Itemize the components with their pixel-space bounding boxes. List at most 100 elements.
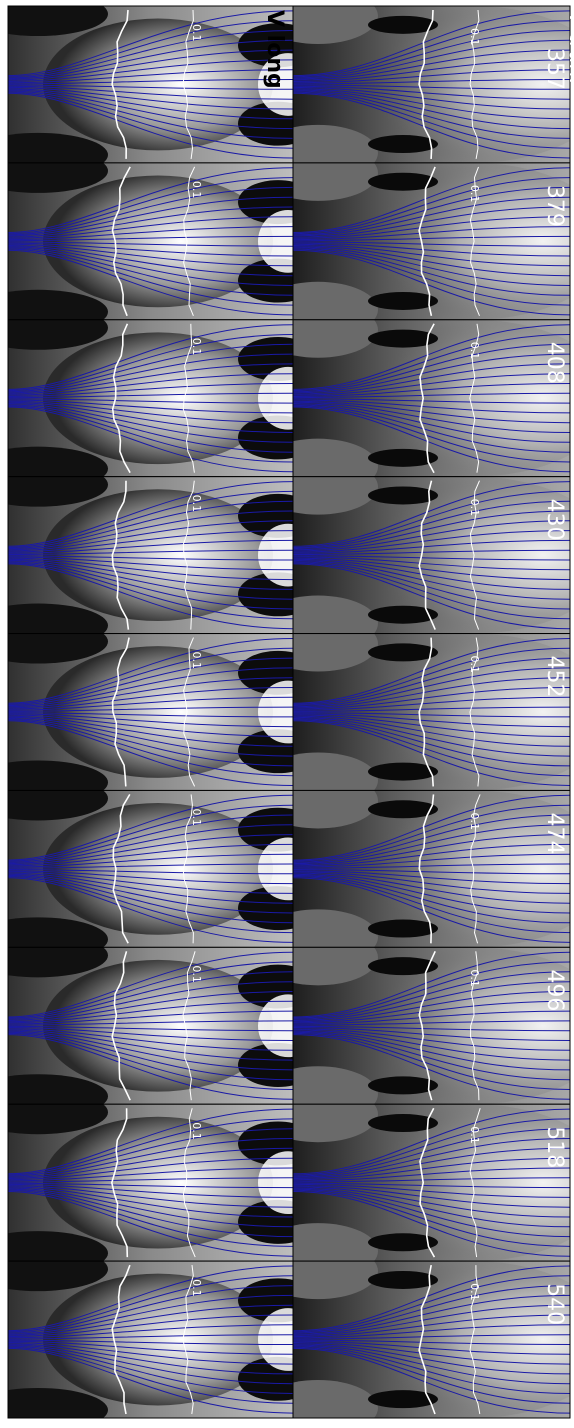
field-line xyxy=(293,563,570,630)
field-line xyxy=(8,1346,293,1404)
field-line xyxy=(8,1177,293,1183)
field-line xyxy=(8,1000,293,1024)
field-line xyxy=(293,1344,570,1385)
field-line xyxy=(293,481,570,547)
grey-lobe xyxy=(293,476,378,515)
grey-lobe xyxy=(293,124,378,163)
contour-label: 0.1 xyxy=(468,185,481,203)
field-line xyxy=(8,647,293,705)
contour-line xyxy=(182,323,195,473)
longitudinal-frame: 0.1 xyxy=(7,946,294,1105)
contour-label: 0.1 xyxy=(468,656,481,674)
field-line xyxy=(8,720,293,786)
field-line xyxy=(8,667,293,708)
dark-lobe xyxy=(8,289,108,320)
dark-lobe xyxy=(8,6,108,36)
longitudinal-frame: 0.1 xyxy=(7,633,294,791)
field-line xyxy=(293,877,570,943)
field-line xyxy=(8,1028,293,1051)
contour-label: 0.1 xyxy=(190,808,203,826)
field-line xyxy=(8,794,293,861)
bright-region xyxy=(43,489,273,622)
bright-region xyxy=(333,162,570,320)
contour-line xyxy=(183,166,196,316)
field-line xyxy=(8,696,293,711)
field-line xyxy=(293,10,570,77)
grey-lobe xyxy=(293,595,378,634)
field-line xyxy=(293,177,570,235)
dark-lobe xyxy=(8,917,108,948)
field-line xyxy=(8,490,293,548)
field-line xyxy=(8,1324,293,1339)
field-line xyxy=(293,1186,570,1218)
contour-label: 0.1 xyxy=(468,1283,481,1301)
field-line xyxy=(8,1138,293,1178)
field-line xyxy=(293,1340,570,1355)
field-line xyxy=(8,556,293,571)
field-line xyxy=(8,86,293,110)
dark-lobe xyxy=(8,1074,108,1105)
field-line xyxy=(293,1346,570,1404)
contour-line xyxy=(111,9,129,159)
field-line xyxy=(293,84,570,90)
field-line xyxy=(293,667,570,708)
field-line xyxy=(8,804,293,862)
transverse-frame: 0.1 496 xyxy=(292,946,571,1105)
bright-region xyxy=(333,790,570,948)
field-line xyxy=(8,853,293,868)
field-line xyxy=(8,353,293,394)
field-line xyxy=(8,1344,293,1385)
contour-line xyxy=(110,1108,129,1258)
field-line xyxy=(293,1032,570,1090)
field-line xyxy=(8,1314,293,1338)
field-line xyxy=(8,558,293,590)
field-line xyxy=(8,549,293,555)
field-line xyxy=(8,1345,293,1394)
grey-lobe xyxy=(293,947,378,986)
field-line xyxy=(293,716,570,757)
contour-line xyxy=(111,166,131,317)
field-line xyxy=(8,1157,293,1181)
contour-line xyxy=(182,951,196,1101)
field-line xyxy=(8,719,293,777)
field-line xyxy=(8,1342,293,1365)
field-line xyxy=(8,869,293,875)
contour-line xyxy=(182,794,194,944)
dark-band xyxy=(368,957,438,976)
transverse-panel-title: V tran. xyxy=(564,10,574,84)
field-line xyxy=(8,824,293,865)
field-line xyxy=(8,961,293,1019)
field-line xyxy=(293,88,570,120)
field-line xyxy=(293,720,570,786)
dark-band xyxy=(368,448,438,467)
dark-band xyxy=(368,643,438,662)
field-line xyxy=(8,84,293,90)
bright-patch xyxy=(258,209,293,273)
frame-number-label: 452 xyxy=(542,656,567,698)
bright-region xyxy=(43,959,273,1092)
dark-band xyxy=(368,1270,438,1289)
bright-region xyxy=(333,6,570,163)
field-line xyxy=(293,873,570,914)
dark-band xyxy=(368,1233,438,1252)
field-line xyxy=(293,405,570,463)
longitudinal-frame: 0.1 xyxy=(7,1103,294,1262)
bright-region xyxy=(333,1104,570,1262)
dark-lobe xyxy=(8,947,108,978)
contour-line xyxy=(418,9,434,159)
field-line xyxy=(293,89,570,130)
field-line xyxy=(8,216,293,239)
field-line xyxy=(293,248,570,306)
dark-lobe xyxy=(8,633,108,664)
bright-region xyxy=(333,319,570,477)
field-line xyxy=(8,557,293,581)
contour-line xyxy=(111,951,131,1101)
contour-line xyxy=(183,637,196,787)
field-line xyxy=(293,712,570,718)
field-line xyxy=(8,687,293,710)
field-line xyxy=(8,88,293,120)
field-line xyxy=(8,562,293,620)
field-line xyxy=(8,243,293,267)
field-line xyxy=(293,834,570,866)
